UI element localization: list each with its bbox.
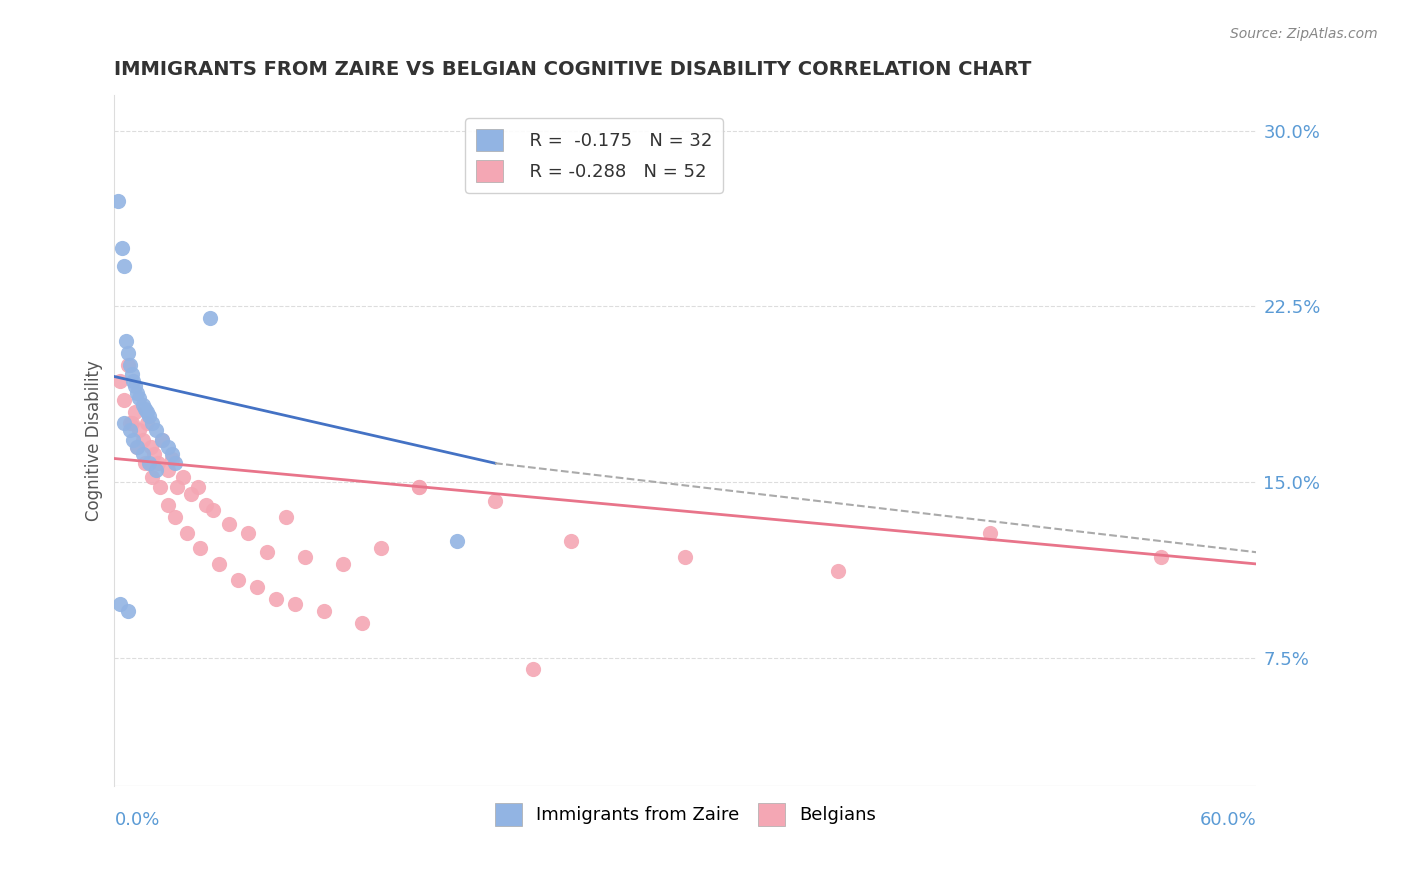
Point	[111, 241, 134, 255]
Point	[138, 456, 160, 470]
Point	[560, 533, 582, 548]
Point	[112, 260, 135, 274]
Point	[284, 597, 307, 611]
Point	[134, 456, 156, 470]
Point	[143, 447, 166, 461]
Point	[118, 424, 141, 438]
Point	[274, 510, 297, 524]
Point	[108, 597, 131, 611]
Point	[180, 486, 202, 500]
Point	[294, 549, 316, 564]
Point	[202, 503, 225, 517]
Point	[827, 564, 849, 578]
Point	[149, 480, 172, 494]
Point	[135, 405, 157, 419]
Point	[332, 557, 354, 571]
Point	[150, 433, 173, 447]
Point	[150, 433, 173, 447]
Point	[112, 417, 135, 431]
Point	[127, 386, 149, 401]
Legend: Immigrants from Zaire, Belgians: Immigrants from Zaire, Belgians	[488, 797, 883, 833]
Point	[108, 374, 131, 388]
Point	[121, 368, 143, 382]
Point	[188, 541, 211, 555]
Point	[236, 526, 259, 541]
Y-axis label: Cognitive Disability: Cognitive Disability	[86, 360, 103, 522]
Point	[156, 463, 179, 477]
Point	[132, 433, 155, 447]
Point	[198, 310, 221, 325]
Point	[132, 447, 155, 461]
Point	[148, 456, 170, 470]
Point	[246, 580, 269, 594]
Point	[256, 545, 278, 559]
Point	[156, 440, 179, 454]
Point	[132, 398, 155, 412]
Point	[160, 451, 183, 466]
Text: Source: ZipAtlas.com: Source: ZipAtlas.com	[1230, 27, 1378, 41]
Point	[117, 358, 139, 372]
Point	[145, 463, 167, 477]
Point	[156, 499, 179, 513]
Point	[117, 346, 139, 360]
Point	[1150, 549, 1173, 564]
Point	[522, 662, 544, 676]
Point	[122, 433, 145, 447]
Point	[145, 424, 167, 438]
Point	[226, 574, 249, 588]
Point	[165, 456, 187, 470]
Point	[124, 379, 146, 393]
Point	[446, 533, 468, 548]
Point	[118, 417, 141, 431]
Point	[408, 480, 430, 494]
Point	[141, 470, 163, 484]
Point	[134, 402, 156, 417]
Point	[194, 499, 217, 513]
Point	[172, 470, 194, 484]
Point	[127, 440, 149, 454]
Point	[141, 417, 163, 431]
Point	[264, 592, 287, 607]
Point	[208, 557, 231, 571]
Point	[979, 526, 1001, 541]
Point	[138, 409, 160, 424]
Point	[124, 405, 146, 419]
Point	[117, 604, 139, 618]
Point	[484, 493, 506, 508]
Point	[187, 480, 209, 494]
Point	[139, 440, 162, 454]
Point	[218, 517, 240, 532]
Text: IMMIGRANTS FROM ZAIRE VS BELGIAN COGNITIVE DISABILITY CORRELATION CHART: IMMIGRANTS FROM ZAIRE VS BELGIAN COGNITI…	[114, 60, 1032, 78]
Point	[673, 549, 696, 564]
Point	[122, 374, 145, 388]
Point	[118, 358, 141, 372]
Point	[121, 417, 143, 431]
Point	[408, 480, 430, 494]
Point	[135, 417, 157, 431]
Point	[160, 447, 183, 461]
Point	[165, 510, 187, 524]
Point	[107, 194, 129, 208]
Point	[128, 391, 150, 405]
Text: 0.0%: 0.0%	[114, 812, 160, 830]
Point	[114, 334, 136, 349]
Point	[128, 424, 150, 438]
Point	[127, 440, 149, 454]
Point	[166, 480, 188, 494]
Point	[370, 541, 392, 555]
Point	[312, 604, 335, 618]
Text: 60.0%: 60.0%	[1199, 812, 1257, 830]
Point	[350, 615, 373, 630]
Point	[176, 526, 198, 541]
Point	[112, 392, 135, 407]
